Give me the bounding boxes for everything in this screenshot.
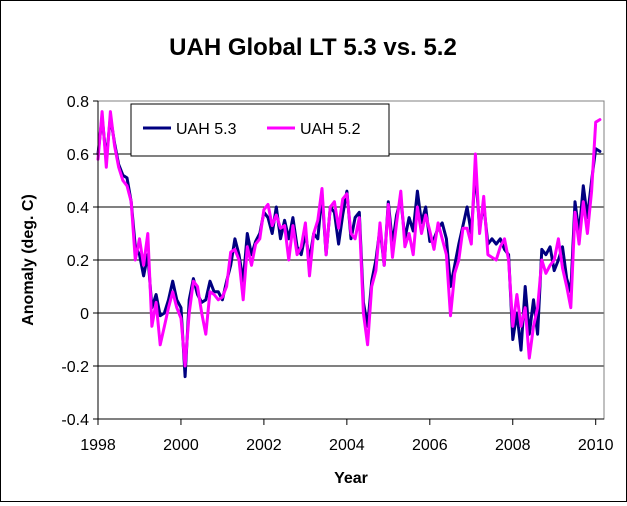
y-tick-label: 0.8: [67, 94, 89, 111]
x-tick-label: 2004: [329, 437, 365, 454]
y-tick-label: -0.2: [61, 359, 89, 376]
series-lines: [96, 110, 602, 379]
x-tick-label: 2002: [246, 437, 282, 454]
legend-box: [130, 103, 390, 157]
y-axis-label: Anomaly (deg. C): [20, 194, 37, 326]
axes: -0.4 -0.2 0 0.2 0.4 0.6 0.8 1998 2000 2002 2004 200…: [61, 94, 613, 454]
x-tick-label: 2000: [163, 437, 199, 454]
legend-label-uah53: UAH 5.3: [176, 121, 237, 138]
y-tick-label: -0.4: [61, 412, 89, 429]
x-tick-label: 2006: [412, 437, 448, 454]
y-tick-label: 0: [80, 306, 89, 323]
x-tick-label: 2010: [578, 437, 614, 454]
x-tick-label: 1998: [80, 437, 116, 454]
legend: UAH 5.3 UAH 5.2: [130, 103, 390, 157]
x-tick-label: 2008: [495, 437, 531, 454]
legend-label-uah52: UAH 5.2: [300, 121, 361, 138]
chart-title: UAH Global LT 5.3 vs. 5.2: [169, 34, 457, 61]
x-axis-label: Year: [334, 470, 368, 487]
series-line-uah-5-2: [96, 110, 602, 368]
y-tick-label: 0.6: [67, 147, 89, 164]
y-tick-label: 0.2: [67, 253, 89, 270]
y-tick-label: 0.4: [67, 200, 89, 217]
